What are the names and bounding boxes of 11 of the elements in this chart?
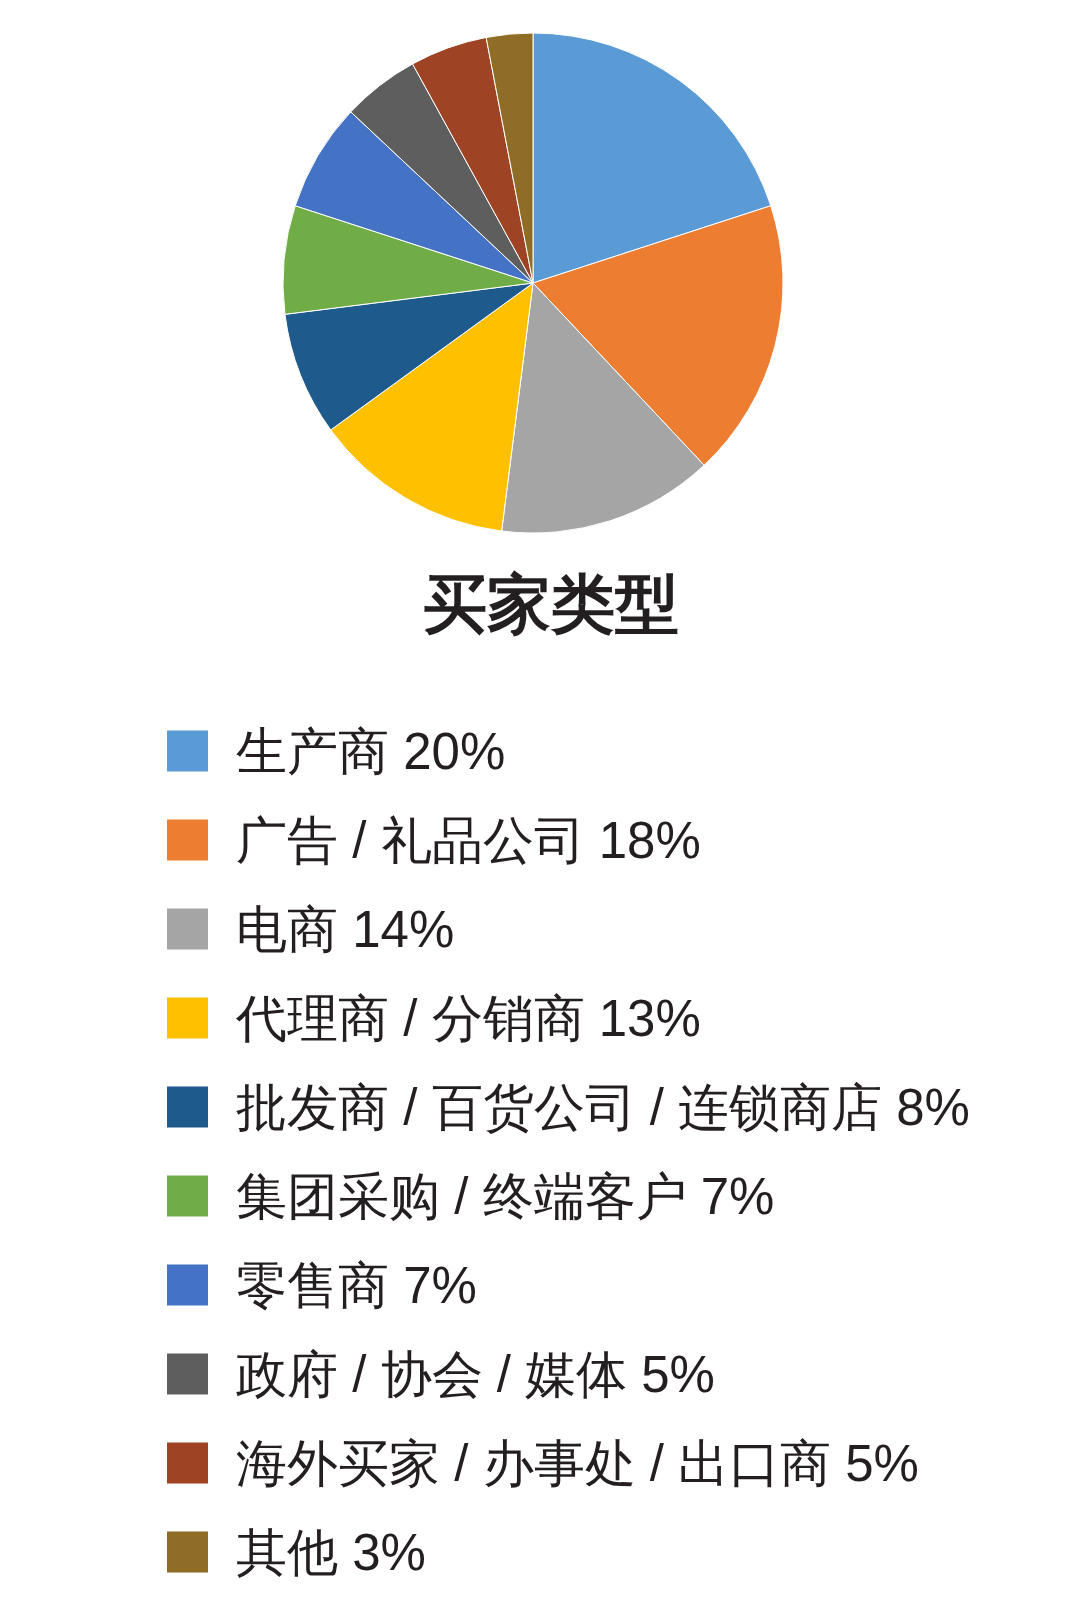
legend-label: 零售商 7%	[236, 1256, 477, 1314]
legend-label: 其他 3%	[236, 1523, 426, 1581]
legend-label: 生产商 20%	[236, 722, 506, 780]
legend-label: 广告 / 礼品公司 18%	[236, 811, 701, 869]
chart-title: 买家类型	[423, 568, 679, 640]
legend-label: 海外买家 / 办事处 / 出口商 5%	[236, 1434, 919, 1492]
legend-label: 政府 / 协会 / 媒体 5%	[236, 1345, 715, 1403]
legend-label: 代理商 / 分销商 13%	[235, 989, 701, 1047]
legend-label: 批发商 / 百货公司 / 连锁商店 8%	[236, 1078, 970, 1136]
legend-label: 电商 14%	[236, 900, 455, 958]
legend-label: 集团采购 / 终端客户 7%	[236, 1167, 775, 1225]
